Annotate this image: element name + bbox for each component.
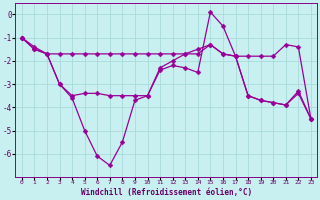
X-axis label: Windchill (Refroidissement éolien,°C): Windchill (Refroidissement éolien,°C): [81, 188, 252, 197]
